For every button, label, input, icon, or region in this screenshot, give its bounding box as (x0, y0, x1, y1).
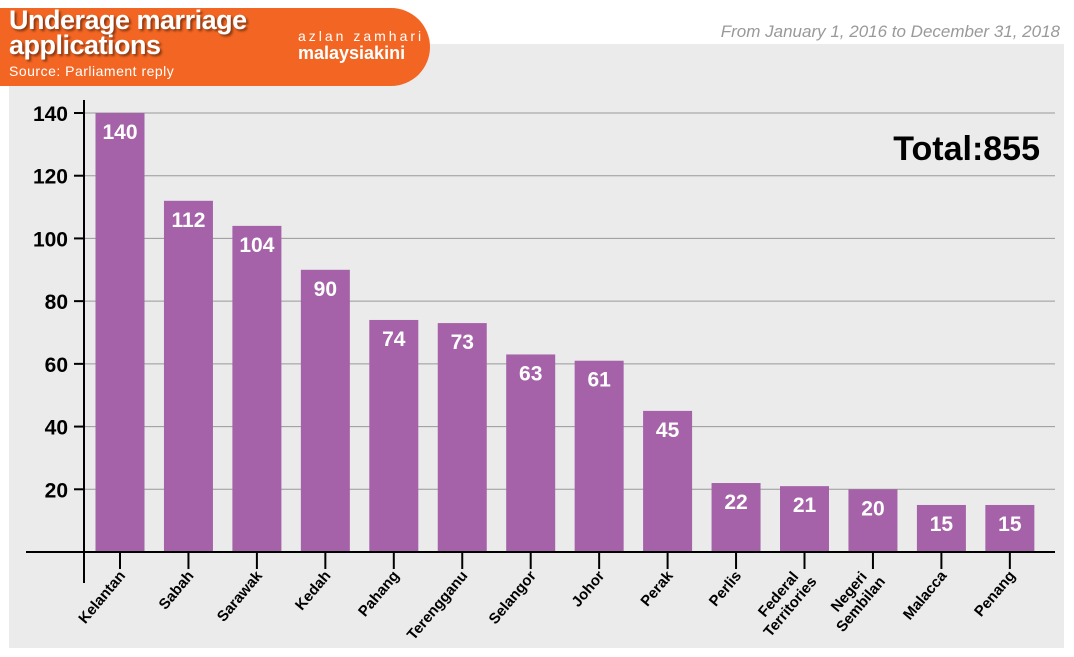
data-label: 45 (656, 419, 680, 442)
chart-title: Underage marriage applications (9, 5, 247, 60)
bar-pahang (369, 319, 419, 552)
x-tick-label: Perlis (706, 568, 745, 610)
bar-malacca (916, 504, 966, 552)
x-tick-label: Terengganu (404, 568, 471, 644)
x-tick-label: NegeriSembilan (820, 563, 889, 636)
bar-perak (643, 410, 693, 552)
data-label: 112 (172, 209, 206, 232)
data-label: 20 (861, 497, 884, 520)
total-annotation: Total:855 (893, 130, 1040, 168)
data-label: 74 (382, 328, 406, 351)
bar-federal-territories (780, 486, 829, 552)
data-label: 21 (793, 494, 817, 517)
x-tick-label: Sarawak (214, 567, 267, 625)
x-tick-label: Pahang (355, 568, 403, 620)
bar-kedah (300, 269, 350, 552)
data-label: 90 (314, 278, 337, 301)
date-range: From January 1, 2016 to December 31, 201… (720, 22, 1060, 41)
data-label: 22 (724, 491, 747, 514)
x-tick-label: Kedah (292, 568, 334, 614)
bar-sarawak (232, 225, 282, 552)
y-tick-label: 60 (45, 354, 68, 377)
y-tick-label: 40 (45, 417, 68, 440)
y-tick-label: 120 (33, 166, 68, 189)
bar-terengganu (437, 323, 487, 552)
data-label: 15 (998, 513, 1022, 536)
bar-johor (574, 360, 624, 552)
title-banner (0, 8, 430, 86)
x-tick-label: Perak (637, 567, 677, 610)
x-tick-label: Malacca (900, 567, 951, 623)
x-tick-label: Sabah (156, 568, 198, 613)
y-tick-label: 100 (33, 228, 68, 251)
x-tick-label: Johor (568, 568, 608, 611)
bar-selangor (506, 354, 556, 552)
bar-sabah (163, 200, 213, 553)
data-label: 73 (451, 331, 474, 354)
x-tick-label: Penang (971, 568, 1019, 620)
bar-kelantan (95, 113, 145, 552)
data-label: 61 (587, 369, 611, 392)
brand-logo: malaysiakini (298, 43, 406, 63)
data-label: 15 (930, 513, 954, 536)
data-label: 104 (239, 234, 274, 257)
bar-perlis (711, 483, 761, 552)
credit-name: azlan zamhari (298, 28, 425, 44)
data-label: 63 (519, 362, 542, 385)
y-tick-label: 80 (45, 291, 68, 314)
x-tick-label: Selangor (485, 568, 539, 628)
source-note: Source: Parliament reply (9, 63, 175, 79)
y-tick-label: 140 (33, 103, 68, 126)
bar-penang (985, 504, 1035, 552)
y-tick-label: 20 (45, 479, 68, 502)
bar-negeri-sembilan (848, 489, 898, 552)
data-label: 140 (102, 121, 137, 144)
x-tick-label: FederalTerritories (747, 563, 820, 641)
